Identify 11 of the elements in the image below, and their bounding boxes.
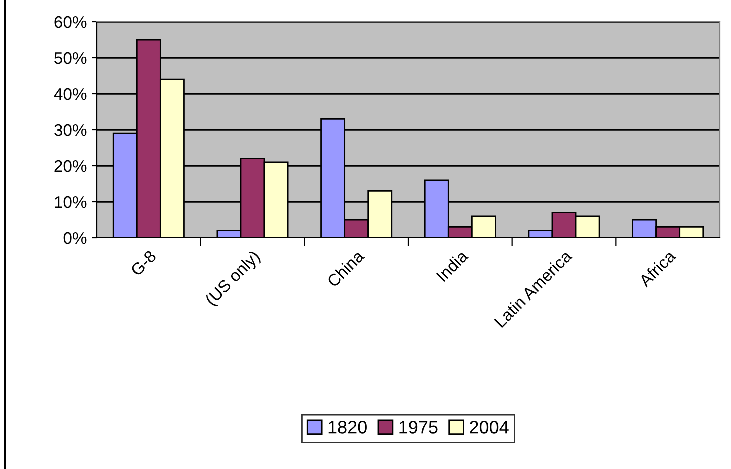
y-tick-label: 40% (54, 88, 87, 100)
y-tick-label: 20% (54, 160, 87, 172)
x-tick-label: G-8 (130, 250, 158, 277)
y-tick-label: 10% (55, 196, 87, 208)
y-tick-label: 30% (54, 124, 87, 136)
legend-label: 1820 (328, 421, 367, 434)
y-tick-label: 60% (54, 16, 87, 28)
legend-label: 2004 (470, 421, 509, 434)
y-tick-label: 0% (64, 232, 87, 244)
legend-label: 1975 (400, 421, 438, 434)
y-tick-label: 50% (54, 52, 87, 64)
